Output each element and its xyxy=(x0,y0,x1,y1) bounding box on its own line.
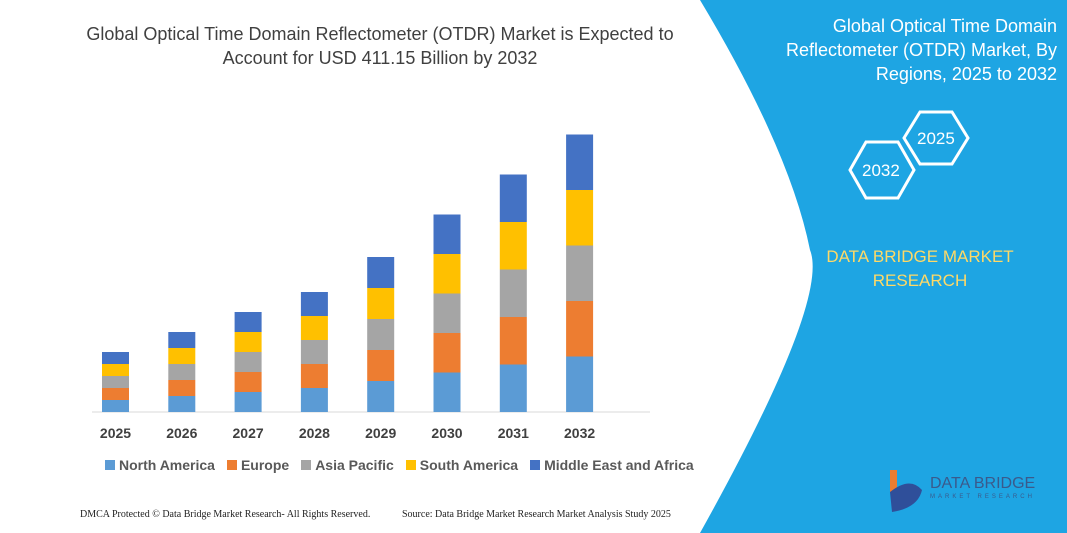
x-tick-label: 2025 xyxy=(99,425,132,441)
bar-segment-2032-2 xyxy=(566,245,594,301)
bar-segment-2030-4 xyxy=(433,214,461,254)
bar-segment-2029-3 xyxy=(367,288,395,319)
legend-item: North America xyxy=(105,457,215,473)
legend: North America Europe Asia Pacific South Ame… xyxy=(105,457,694,473)
bar-segment-2031-3 xyxy=(499,222,527,270)
bar-segment-2032-3 xyxy=(566,190,594,246)
footer-copyright: DMCA Protected © Data Bridge Market Rese… xyxy=(80,509,371,520)
footer-source: Source: Data Bridge Market Research Mark… xyxy=(402,509,671,520)
bar-segment-2029-4 xyxy=(367,257,395,288)
bar-segment-2025-0 xyxy=(102,400,129,412)
legend-label: South America xyxy=(419,457,519,473)
bar-segment-2027-1 xyxy=(234,372,262,392)
bar-segment-2028-4 xyxy=(300,292,328,316)
legend-item: South America xyxy=(405,457,519,473)
x-tick-label: 2030 xyxy=(431,425,463,441)
bar-segment-2032-0 xyxy=(566,356,594,412)
legend-label: Europe xyxy=(240,457,290,473)
bar-segment-2025-3 xyxy=(102,364,129,376)
x-tick-label: 2031 xyxy=(497,425,529,441)
legend-swatch xyxy=(405,460,416,470)
bar-segment-2031-4 xyxy=(499,174,527,222)
legend-item: Asia Pacific xyxy=(301,457,394,473)
bar-segment-2028-0 xyxy=(300,388,328,412)
bar-segment-2030-0 xyxy=(433,372,461,412)
chart-title: Global Optical Time Domain Reflectometer… xyxy=(86,24,674,68)
x-tick-label: 2026 xyxy=(166,425,198,441)
bar-segment-2026-1 xyxy=(168,380,196,396)
bar-segment-2031-2 xyxy=(499,269,527,317)
bar-segment-2027-3 xyxy=(234,332,262,352)
bar-segment-2028-3 xyxy=(300,316,328,340)
legend-swatch xyxy=(226,460,237,470)
legend-swatch xyxy=(301,460,312,470)
bar-segment-2029-1 xyxy=(367,350,395,381)
logo-subtext: MARKET RESEARCH xyxy=(930,494,1035,500)
bar-segment-2026-2 xyxy=(168,364,196,380)
legend-swatch xyxy=(530,460,541,470)
bar-segment-2025-2 xyxy=(102,376,129,388)
bar-segment-2027-4 xyxy=(234,312,262,332)
x-tick-label: 2029 xyxy=(365,425,397,441)
bar-segment-2026-4 xyxy=(168,332,196,348)
bar-segment-2032-4 xyxy=(566,134,594,190)
legend-item: Middle East and Africa xyxy=(530,457,694,473)
legend-swatch xyxy=(105,460,115,470)
bar-segment-2025-4 xyxy=(102,352,129,364)
bar-segment-2030-3 xyxy=(433,254,461,294)
bar-segment-2029-2 xyxy=(367,319,395,350)
hex-label-2032: 2032 xyxy=(862,161,900,180)
bar-segment-2031-0 xyxy=(499,364,527,412)
bar-segment-2029-0 xyxy=(367,381,395,412)
x-tick-label: 2027 xyxy=(232,425,264,441)
panel-title: Global Optical Time Domain Reflectometer… xyxy=(785,16,1057,84)
logo-text: DATA BRIDGE xyxy=(930,475,1036,492)
bar-segment-2028-2 xyxy=(300,340,328,364)
brand-text: DATA BRIDGE MARKET RESEARCH xyxy=(826,247,1014,290)
logo-icon xyxy=(890,470,922,512)
hex-label-2025: 2025 xyxy=(917,129,955,148)
legend-label: Middle East and Africa xyxy=(544,457,694,473)
bar-segment-2030-2 xyxy=(433,293,461,333)
bar-segment-2027-0 xyxy=(234,392,262,412)
hexagon-2032 xyxy=(848,140,916,200)
bar-segment-2027-2 xyxy=(234,352,262,372)
legend-label: Asia Pacific xyxy=(315,457,394,473)
legend-item: Europe xyxy=(226,457,290,473)
legend-label: North America xyxy=(119,457,215,473)
bar-segment-2030-1 xyxy=(433,333,461,373)
bar-segment-2032-1 xyxy=(566,301,594,357)
bar-segment-2031-1 xyxy=(499,317,527,365)
bar-segment-2025-1 xyxy=(102,388,129,400)
x-tick-label: 2028 xyxy=(298,425,330,441)
hexagon-2025 xyxy=(902,110,970,166)
bar-segment-2028-1 xyxy=(300,364,328,388)
x-tick-label: 2032 xyxy=(564,425,596,441)
side-panel xyxy=(700,0,1067,533)
bar-segment-2026-3 xyxy=(168,348,196,364)
bar-segment-2026-0 xyxy=(168,396,196,412)
